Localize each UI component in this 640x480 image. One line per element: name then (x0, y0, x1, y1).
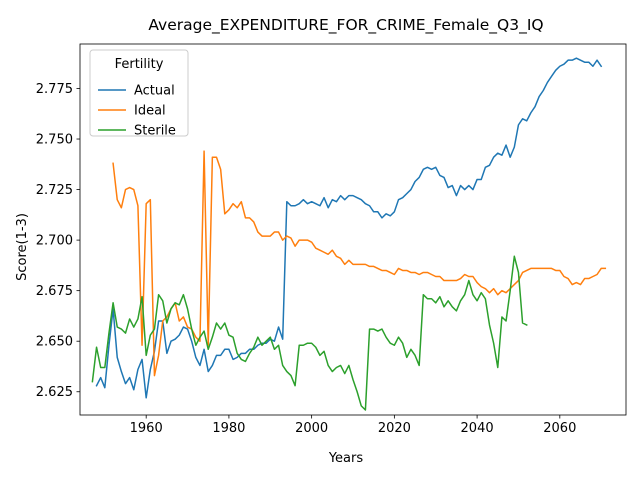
legend-label-actual: Actual (134, 84, 175, 99)
y-tick-label: 2.775 (36, 82, 73, 97)
axes: 1960 1980 2000 2020 2040 2060 2.625 2.650 2.675 2… (36, 43, 627, 436)
x-tick-label: 2060 (543, 421, 576, 436)
series-line-sterile (91, 255, 528, 411)
x-tick-label: 1960 (130, 421, 163, 436)
series-line-actual (95, 57, 603, 399)
x-tick-label: 2040 (461, 421, 494, 436)
y-tick-label: 2.625 (36, 385, 73, 400)
x-tick-label: 2020 (378, 421, 411, 436)
y-tick-label: 2.700 (36, 234, 73, 249)
series-line-ideal (112, 150, 607, 377)
legend-box (89, 49, 189, 137)
legend-title: Fertility (115, 57, 164, 72)
legend-label-sterile: Sterile (134, 124, 176, 139)
plot-area (91, 57, 607, 411)
y-tick-label: 2.650 (36, 335, 73, 350)
x-tick-label: 2000 (295, 421, 328, 436)
y-axis-label: Score(1-3) (15, 213, 30, 281)
y-tick-label: 2.725 (36, 183, 73, 198)
y-tick-label: 2.750 (36, 133, 73, 148)
x-tick-label: 1980 (212, 421, 245, 436)
chart-title: Average_EXPENDITURE_FOR_CRIME_Female_Q3_… (148, 16, 543, 35)
y-tick-label: 2.675 (36, 284, 73, 299)
axes-frame (79, 43, 627, 416)
legend-label-ideal: Ideal (134, 104, 166, 119)
legend: Fertility Actual Ideal Sterile (89, 49, 189, 139)
x-axis-label: Years (328, 451, 364, 466)
